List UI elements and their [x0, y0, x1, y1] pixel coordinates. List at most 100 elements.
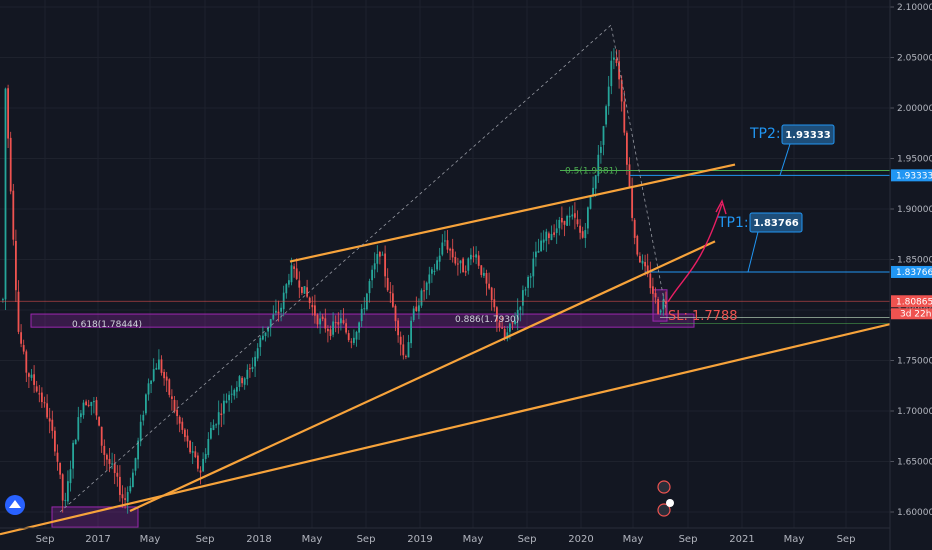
candle-body: [620, 79, 623, 102]
current-price-tag-text: 1.80865: [896, 297, 932, 307]
candle-body: [449, 248, 451, 251]
candle-body: [628, 164, 631, 187]
grid: [0, 0, 890, 528]
tp1-price-tag-text: 1.83766: [896, 268, 932, 278]
candle-body: [600, 146, 602, 153]
candle-body: [329, 329, 332, 337]
candle-body: [129, 485, 132, 492]
candle-body: [251, 366, 254, 370]
candle-body: [189, 440, 191, 453]
candle-body: [358, 322, 360, 333]
candle-body: [540, 240, 542, 252]
candle-body: [402, 344, 405, 356]
candle-body: [649, 273, 652, 289]
tp2-box: [781, 124, 835, 145]
candle-body: [22, 345, 25, 352]
candle-body: [511, 322, 514, 324]
candle-body: [61, 474, 64, 501]
candle-body: [381, 254, 384, 256]
candle-body: [420, 290, 423, 306]
countdown-tag-bg: [891, 308, 932, 320]
candle-body: [475, 254, 477, 258]
time-axis[interactable]: Sep 2017 May Sep 2018 May Sep 2019 May Sep 2020 May…: [0, 527, 890, 545]
candle-body: [334, 322, 337, 324]
candle-body: [631, 187, 633, 218]
candle-body: [446, 240, 449, 250]
candle-body: [186, 435, 189, 442]
candle-body: [657, 299, 659, 315]
candle-body: [220, 413, 223, 416]
y-tick-label: 2.05000: [897, 54, 932, 64]
candle-body: [197, 455, 199, 469]
candle-body: [30, 374, 33, 378]
candle-body: [69, 469, 72, 484]
candle-body: [137, 440, 139, 460]
candle-body: [324, 318, 327, 329]
candle-body: [607, 86, 610, 107]
candle-body: [568, 215, 571, 218]
tp2-label: TP2:: [749, 126, 781, 142]
y-tick-label: 1.60000: [897, 508, 932, 518]
y-tick-label: 1.85000: [897, 256, 932, 266]
candle-body: [184, 429, 186, 437]
x-tick-label: 2021: [729, 534, 754, 545]
candle-body: [311, 304, 314, 308]
candle-body: [537, 250, 540, 253]
fib-0618-label: 0.618(1.78444): [72, 320, 142, 330]
candle-body: [574, 213, 576, 218]
x-tick-label: 2019: [407, 534, 432, 545]
candle-body: [493, 299, 496, 308]
y-tick-label: 1.75000: [897, 357, 932, 367]
candle-body: [106, 454, 108, 460]
candle-body: [134, 458, 137, 471]
candle-body: [623, 101, 626, 133]
candle-body: [25, 351, 28, 373]
candle-body: [610, 60, 613, 87]
tp2-box-value: 1.93333: [785, 130, 831, 141]
candle-body: [514, 320, 516, 324]
tp1-box-value: 1.83766: [753, 218, 799, 229]
candle-body: [160, 359, 163, 373]
candle-body: [269, 319, 272, 327]
candle-body: [150, 380, 152, 385]
y-tick-label: 1.95000: [897, 155, 932, 165]
candle-body: [254, 356, 256, 367]
candle-body: [615, 59, 618, 63]
candle-body: [308, 297, 311, 304]
tp1-pointer: [747, 231, 759, 273]
candle-body: [290, 265, 293, 283]
candle-body: [228, 394, 230, 401]
candle-body: [236, 387, 238, 392]
price-axis[interactable]: 2.10000 2.05000 2.00000 1.95000 1.90000 1.850…: [889, 0, 932, 550]
candle-body: [524, 289, 527, 291]
sl-label: SL: 1.7788: [668, 309, 738, 324]
candle-body: [155, 367, 158, 370]
x-tick-label: May: [140, 534, 161, 545]
candle-body: [566, 216, 568, 226]
candle-body: [550, 233, 553, 240]
candle-body: [288, 280, 290, 285]
candle-body: [9, 137, 12, 192]
candle-body: [579, 225, 581, 233]
candle-body: [316, 314, 319, 325]
candle-body: [532, 258, 535, 277]
candle-body: [28, 373, 30, 377]
candle-body: [303, 286, 306, 294]
candle-body: [145, 394, 147, 414]
candle-body: [98, 417, 100, 426]
candle-body: [215, 424, 217, 426]
candle-body: [267, 326, 269, 332]
candle-body: [350, 341, 353, 343]
candle-body: [360, 308, 363, 322]
candle-body: [272, 314, 275, 320]
candle-body: [363, 308, 366, 310]
candle-body: [191, 451, 194, 453]
candle-body: [256, 348, 259, 359]
candle-body: [542, 239, 545, 243]
candle-body: [199, 470, 202, 473]
candle-body: [194, 451, 197, 458]
candle-body: [103, 445, 106, 455]
candle-body: [38, 393, 41, 395]
